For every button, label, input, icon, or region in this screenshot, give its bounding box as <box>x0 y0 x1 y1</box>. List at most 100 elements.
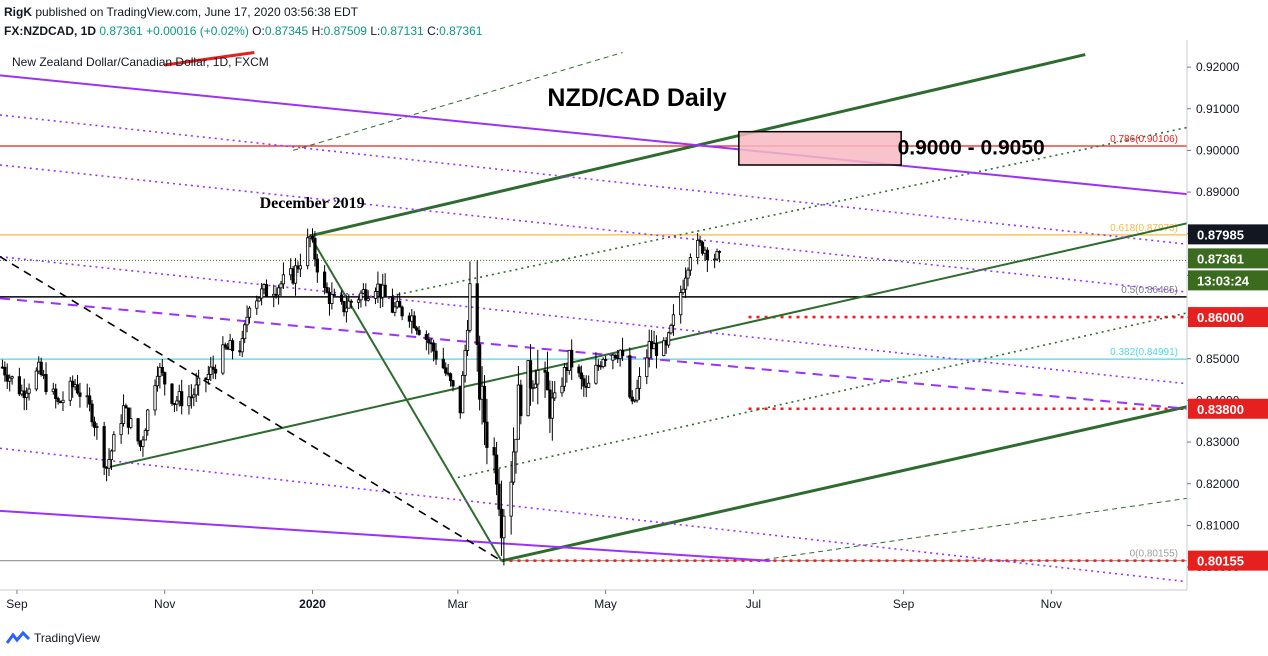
trend-line <box>0 509 771 562</box>
price-badge-text: 0.83800 <box>1197 402 1244 417</box>
candle-body <box>206 373 210 380</box>
tradingview-logo-icon[interactable] <box>6 630 30 646</box>
tradingview-brand[interactable]: TradingView <box>34 631 101 645</box>
fib-level-label: 0.5(0.86485) <box>1121 285 1178 296</box>
candle-body <box>163 372 167 385</box>
candle-body <box>10 376 14 379</box>
candle-body <box>666 332 671 346</box>
candle-body <box>109 450 114 460</box>
candle-body <box>88 395 92 405</box>
candle-body <box>213 368 218 374</box>
price-series <box>0 228 722 566</box>
candle-body <box>92 421 97 428</box>
candle-body <box>604 359 608 361</box>
price-labels: 0.87985 0.87361 13:03:24 0.86000 0.83800 0.80… <box>1188 224 1268 571</box>
candle-body <box>502 515 506 539</box>
candle-body <box>364 289 368 301</box>
annotation-december-2019: December 2019 <box>260 195 365 212</box>
candle-body <box>347 300 351 309</box>
time-tick-label: Nov <box>154 597 175 611</box>
candle-body <box>560 385 564 394</box>
candle-body <box>686 269 690 279</box>
candle-body <box>126 407 130 428</box>
candle-body <box>194 384 198 396</box>
time-tick-label: Sep <box>893 597 915 611</box>
candle-body <box>119 423 123 436</box>
candle-body <box>550 397 554 419</box>
candle-body <box>427 339 431 344</box>
candle-body <box>209 366 213 375</box>
price-chart[interactable]: 0.786(0.90106) 0.618(0.87973) 0.5(0.86485)… <box>0 0 1268 622</box>
trend-line <box>0 164 1188 293</box>
candle-body <box>628 355 632 398</box>
candle-body <box>366 298 370 301</box>
candle-body <box>511 451 516 483</box>
candle-body <box>240 338 244 353</box>
candle-body <box>679 292 683 316</box>
candle-body <box>146 409 150 431</box>
candle-body <box>298 265 302 270</box>
candle-body <box>143 430 147 441</box>
price-tick-label: 0.83000 <box>1196 435 1240 449</box>
annotation-target-zone: 0.9000 - 0.9050 <box>898 136 1045 159</box>
candle-body <box>553 392 557 399</box>
candle-body <box>56 398 60 403</box>
candle-body <box>495 454 499 485</box>
price-tick-label: 0.90000 <box>1196 143 1240 157</box>
candle-body <box>463 350 467 376</box>
price-badge-text: 13:03:24 <box>1197 273 1250 288</box>
candle-body <box>475 283 479 345</box>
price-badge-text: 0.80155 <box>1197 554 1244 569</box>
candle-body <box>393 306 397 313</box>
candle-body <box>485 421 489 448</box>
candle-body <box>620 349 625 357</box>
fib-level-label: 0.786(0.90106) <box>1110 134 1178 145</box>
candle-body <box>39 361 43 375</box>
candle-body <box>536 369 540 385</box>
candle-body <box>509 481 513 517</box>
candle-body <box>281 274 286 285</box>
fib-levels: 0.786(0.90106) 0.618(0.87973) 0.5(0.86485)… <box>0 134 1187 562</box>
time-axis[interactable]: Sep Nov 2020 Mar May Jul Sep Nov <box>6 590 1062 611</box>
candle-body <box>432 342 436 352</box>
candle-body <box>461 374 465 414</box>
candle-body <box>359 292 363 301</box>
candle-body <box>594 364 598 384</box>
time-tick-label: Sep <box>6 597 28 611</box>
trend-line <box>755 497 1188 562</box>
price-badge-bg <box>1188 398 1268 419</box>
publisher-name[interactable]: RigK <box>4 5 32 19</box>
candle-body <box>121 405 126 424</box>
price-tick-label: 0.85000 <box>1196 352 1240 366</box>
last-price: 0.87361 <box>99 24 143 38</box>
candle-body <box>662 340 666 357</box>
candle-body <box>669 324 673 334</box>
candle-body <box>390 296 395 313</box>
candle-body <box>27 388 31 394</box>
candle-body <box>293 265 298 284</box>
high-value: 0.87509 <box>323 24 367 38</box>
price-badge-text: 0.86000 <box>1197 310 1244 325</box>
candle-body <box>34 370 38 390</box>
symbol[interactable]: FX:NZDCAD, 1D <box>4 24 96 38</box>
candle-body <box>688 257 692 271</box>
candle-body <box>441 358 445 369</box>
candle-body <box>197 377 201 386</box>
candle-body <box>187 396 191 407</box>
candle-body <box>635 387 639 401</box>
candle-body <box>434 350 438 360</box>
candle-body <box>315 258 319 273</box>
candle-body <box>601 359 605 367</box>
time-tick-label: Nov <box>1041 597 1062 611</box>
trend-line <box>292 52 623 151</box>
candle-body <box>344 307 349 313</box>
candle-body <box>61 399 65 403</box>
trend-line <box>164 51 255 67</box>
candle-body <box>519 384 523 417</box>
candle-body <box>400 306 404 317</box>
price-badge-bg <box>1188 270 1268 291</box>
candle-body <box>17 376 21 395</box>
candle-body <box>153 385 157 411</box>
low-label: L: <box>370 24 381 38</box>
candle-body <box>705 249 709 261</box>
